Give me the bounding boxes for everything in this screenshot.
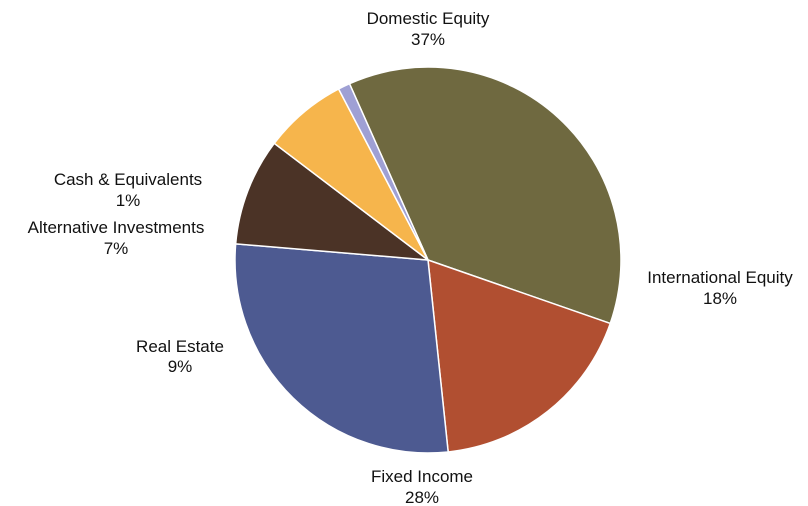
slice-percent-label: 37%: [411, 30, 445, 49]
slice-name-label: Fixed Income: [371, 467, 473, 486]
pie-slice-fixed-income: [234, 243, 449, 454]
slice-name-label: International Equity: [647, 268, 793, 287]
label-domestic-equity: Domestic Equity 37%: [367, 9, 490, 49]
slice-percent-label: 28%: [405, 488, 439, 506]
slice-name-label: Alternative Investments: [28, 218, 205, 237]
pie-slice-cash-equivalents: [337, 82, 429, 261]
label-real-estate: Real Estate 9%: [136, 337, 224, 376]
slice-percent-label: 9%: [168, 357, 193, 376]
pie-slice-domestic-equity: [348, 66, 622, 325]
slice-percent-label: 1%: [116, 191, 141, 210]
slice-name-label: Domestic Equity: [367, 9, 490, 28]
pie-slice-international-equity: [427, 258, 612, 453]
pie-slice-real-estate: [234, 142, 431, 261]
pie-slices: [234, 66, 622, 454]
slice-name-label: Cash & Equivalents: [54, 170, 202, 189]
slice-percent-label: 7%: [104, 239, 129, 258]
label-international-equity: International Equity 18%: [647, 268, 793, 308]
slice-percent-label: 18%: [703, 289, 737, 308]
label-alternative-investments: Alternative Investments 7%: [28, 218, 205, 258]
label-fixed-income: Fixed Income 28%: [371, 467, 473, 506]
slice-name-label: Real Estate: [136, 337, 224, 356]
label-cash-equivalents: Cash & Equivalents 1%: [54, 170, 202, 210]
